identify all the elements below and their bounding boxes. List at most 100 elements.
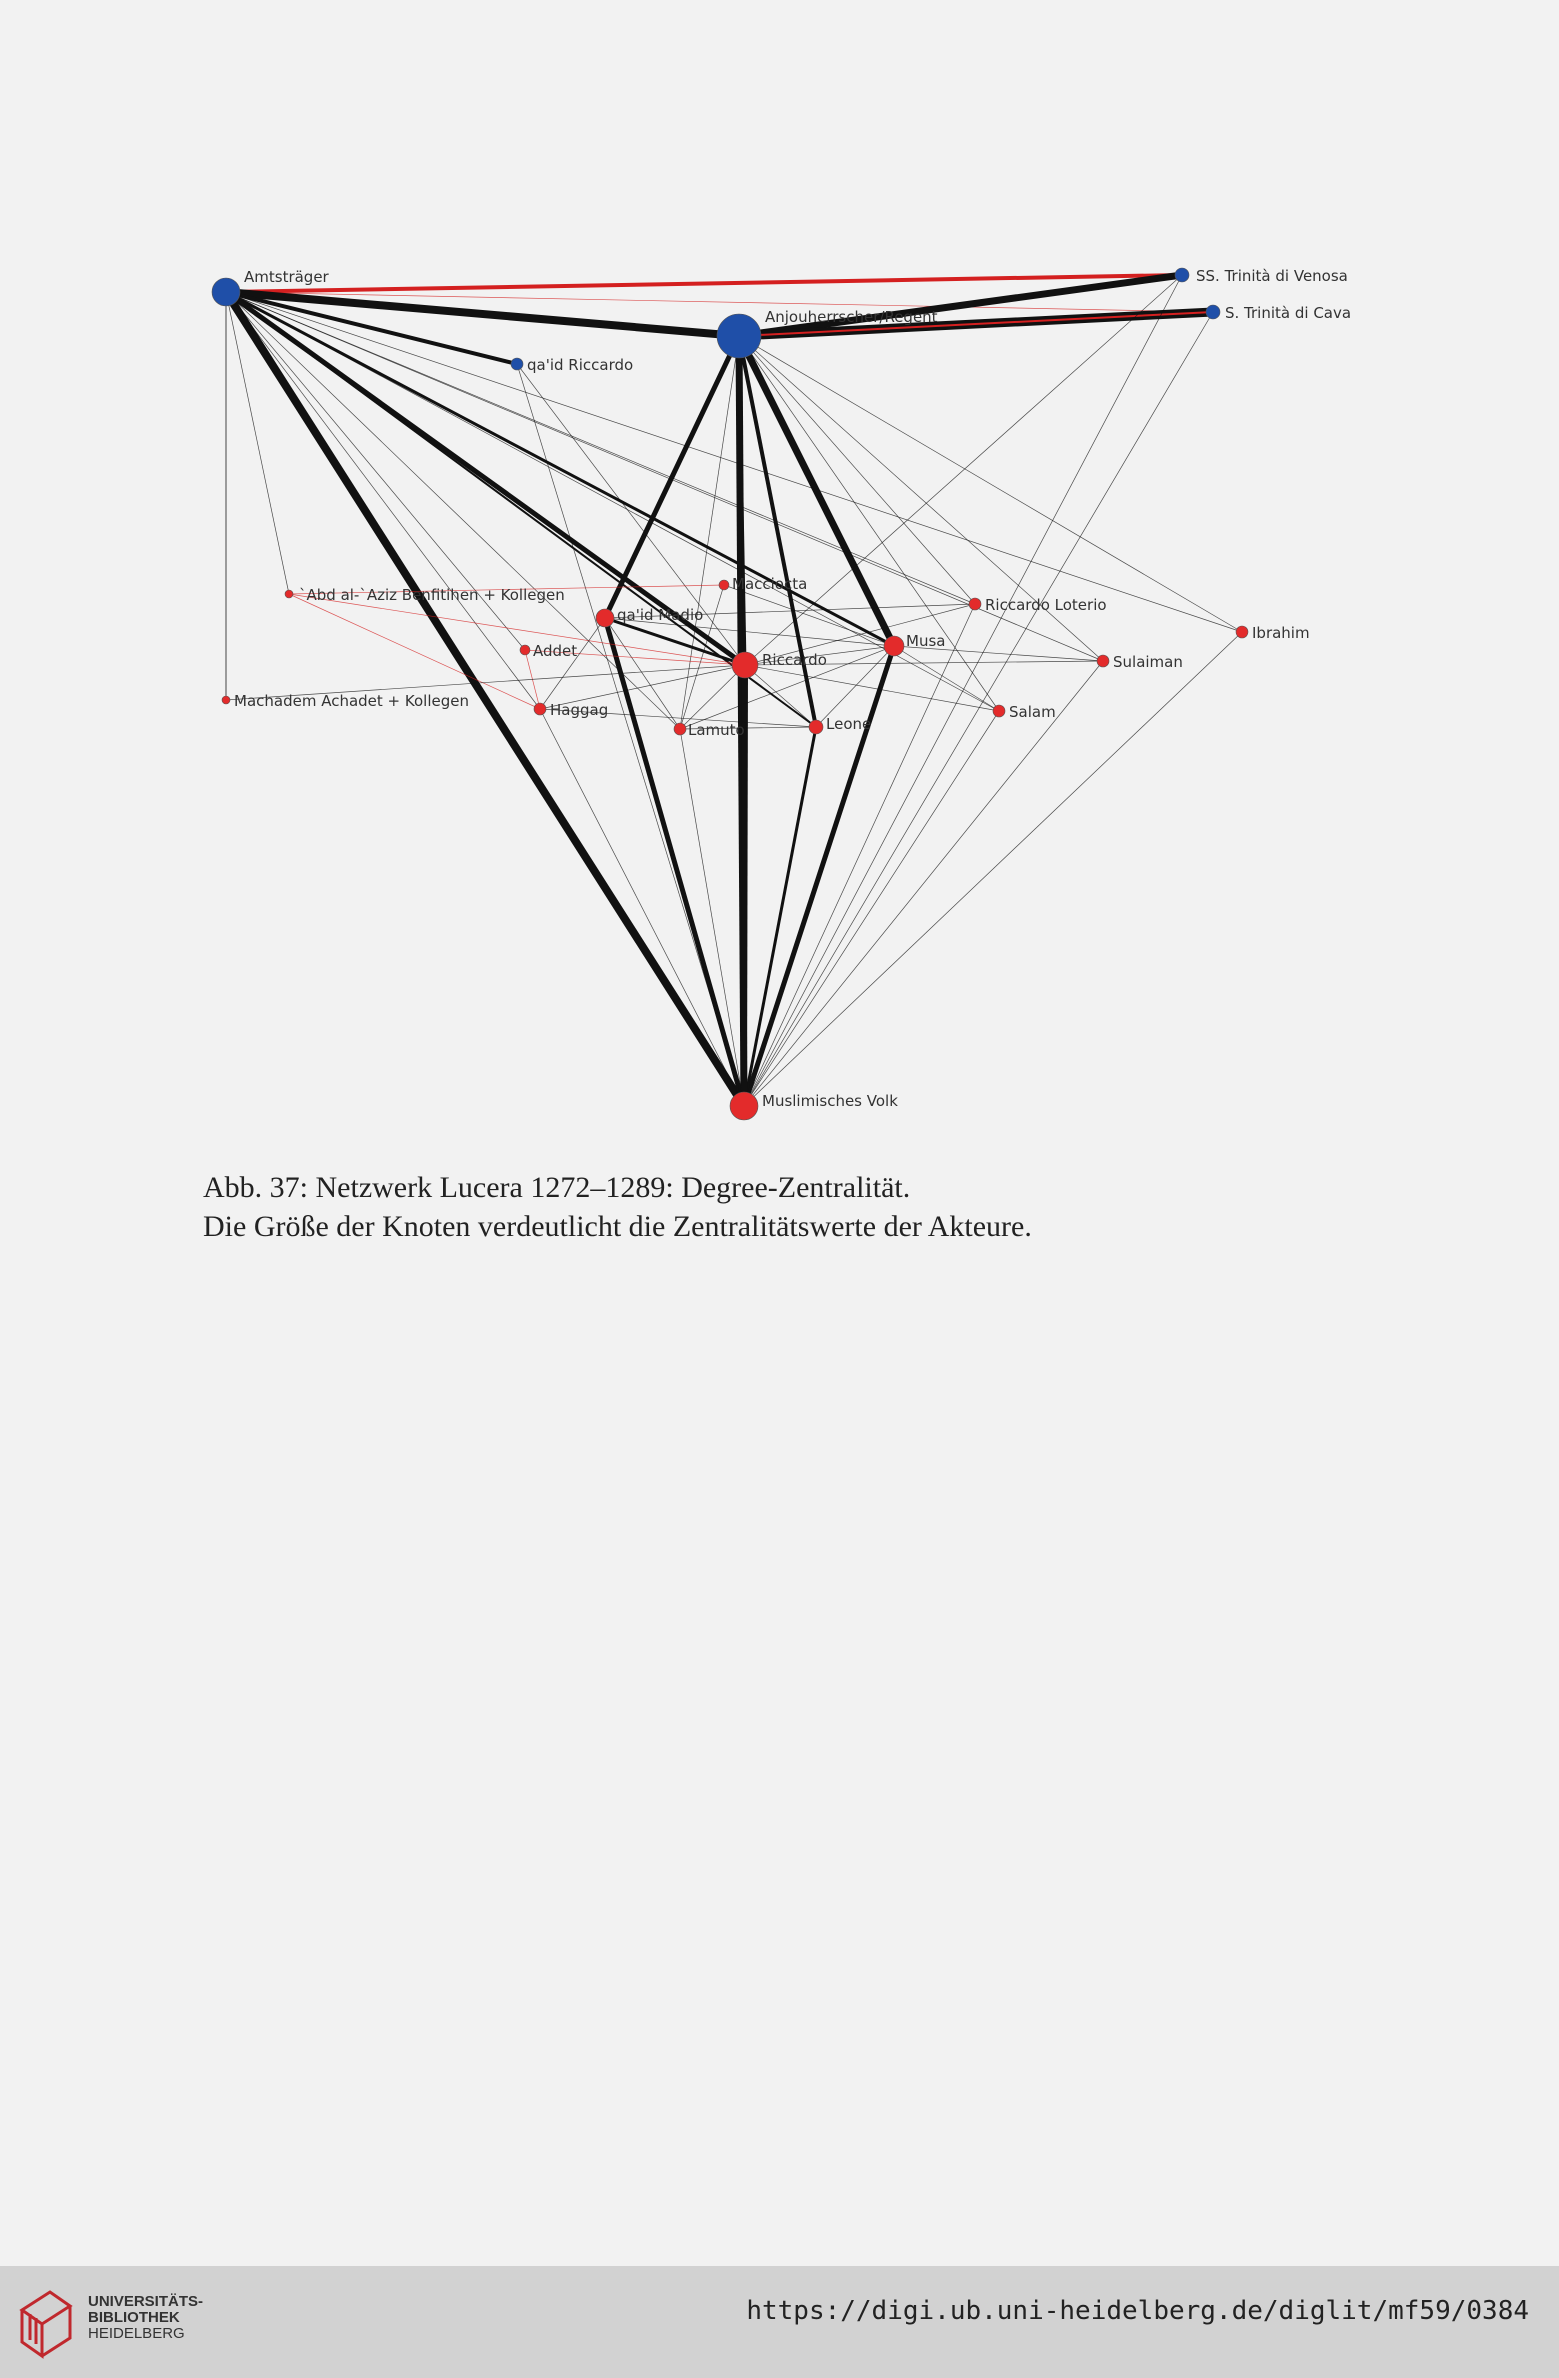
edge-qaid_riccardo-volk: [516, 363, 745, 1107]
node-salam: Salam: [992, 703, 1056, 721]
edge-amtstraeger-cava: [225, 291, 1214, 313]
edge-anjou-leone: [737, 335, 818, 728]
edge-anjou-musa: [735, 334, 898, 648]
edge-musa-leone: [815, 645, 895, 728]
node-anjou: Anjouherrscher/Regent: [716, 308, 938, 359]
node-label-ibrahim: Ibrahim: [1252, 624, 1310, 642]
node-sulaiman: Sulaiman: [1096, 653, 1183, 671]
node-marker-musa: [883, 635, 905, 657]
library-name: UNIVERSITÄTS- BIBLIOTHEK HEIDELBERG: [88, 2294, 203, 2342]
edge-qaid_madio-volk: [602, 617, 747, 1107]
caption-line-2: Die Größe der Knoten verdeutlicht die Ze…: [203, 1210, 1032, 1243]
edge-riccardo-salam: [744, 664, 1000, 712]
node-label-volk: Muslimisches Volk: [762, 1092, 898, 1110]
node-label-addet: Addet: [533, 642, 577, 660]
edge-sulaiman-volk: [743, 660, 1104, 1107]
edge-anjou-riccardo: [737, 335, 747, 666]
edges-layer: [222, 271, 1243, 1109]
node-abd: `Abd al-`Aziz Benfitihen + Kollegen: [284, 586, 565, 604]
node-marker-volk: [729, 1091, 759, 1121]
node-label-sulaiman: Sulaiman: [1113, 653, 1183, 671]
edge-haggag-volk: [539, 708, 745, 1107]
edge-amtstraeger-abd: [225, 291, 290, 595]
edge-anjou-salam: [738, 335, 1000, 712]
node-marker-ibrahim: [1235, 625, 1249, 639]
node-haggag: Haggag: [533, 701, 608, 719]
node-marker-qaid_madio: [595, 608, 615, 628]
edge-leone-volk: [742, 726, 818, 1107]
edge-amtstraeger-anjou: [225, 288, 740, 340]
node-lamuto: Lamuto: [673, 721, 745, 739]
figure-caption: Abb. 37: Netzwerk Lucera 1272–1289: Degr…: [203, 1168, 1403, 1246]
node-label-macciocta: Macciocta: [732, 575, 807, 593]
edge-musa-lamuto: [679, 645, 895, 730]
edge-musa-volk: [741, 645, 897, 1107]
edge-abd-haggag: [288, 593, 541, 710]
node-amtstraeger: Amtsträger: [211, 268, 330, 307]
edge-haggag-leone: [539, 708, 817, 728]
node-label-salam: Salam: [1009, 703, 1056, 721]
node-label-amtstraeger: Amtsträger: [244, 268, 330, 286]
edge-amtstraeger-haggag: [225, 291, 541, 710]
edge-amtstraeger-salam: [225, 291, 1000, 712]
node-ibrahim: Ibrahim: [1235, 624, 1310, 642]
node-machadem: Machadem Achadet + Kollegen: [221, 692, 469, 710]
edge-riccardo-venosa: [744, 274, 1183, 666]
edge-abd-riccardo: [288, 593, 746, 666]
edge-qaid_madio-haggag: [539, 617, 606, 710]
edge-ibrahim-volk: [743, 631, 1243, 1107]
logo-line-3: HEIDELBERG: [88, 2325, 185, 2342]
edge-qaid_madio-lamuto: [604, 617, 681, 730]
edge-qaid_madio-riccardo: [604, 616, 746, 667]
node-marker-haggag: [533, 702, 547, 716]
node-qaid_madio: qa'id Madio: [595, 606, 703, 628]
edge-amtstraeger-musa: [225, 290, 895, 648]
edge-qaid_madio-riccardo_loterio: [604, 603, 976, 619]
node-riccardo: Riccardo: [731, 651, 827, 679]
node-label-machadem: Machadem Achadet + Kollegen: [234, 692, 469, 710]
node-label-abd: `Abd al-`Aziz Benfitihen + Kollegen: [299, 586, 565, 604]
node-marker-riccardo: [731, 651, 759, 679]
node-marker-anjou: [716, 313, 762, 359]
edge-amtstraeger-volk: [222, 289, 748, 1109]
edge-addet-riccardo: [524, 649, 746, 666]
edge-anjou-venosa: [738, 271, 1183, 340]
edge-amtstraeger-ibrahim: [225, 291, 1243, 633]
edge-riccardo-riccardo_loterio: [744, 603, 976, 666]
node-label-musa: Musa: [906, 632, 945, 650]
source-url-link[interactable]: https://digi.ub.uni-heidelberg.de/diglit…: [746, 2296, 1529, 2326]
node-label-riccardo: Riccardo: [762, 651, 827, 669]
node-qaid_riccardo: qa'id Riccardo: [510, 356, 633, 374]
node-marker-macciocta: [718, 579, 730, 591]
node-marker-venosa: [1174, 267, 1190, 283]
node-marker-lamuto: [673, 722, 687, 736]
node-cava: S. Trinità di Cava: [1205, 304, 1351, 322]
node-label-qaid_madio: qa'id Madio: [617, 606, 703, 624]
edge-lamuto-volk: [679, 728, 745, 1107]
edge-anjou-lamuto: [679, 335, 740, 730]
edge-amtstraeger-venosa: [225, 273, 1183, 294]
edge-salam-volk: [743, 710, 1000, 1107]
node-addet: Addet: [519, 642, 577, 660]
node-volk: Muslimisches Volk: [729, 1091, 898, 1121]
edge-musa-salam: [893, 645, 1000, 712]
edge-riccardo-sulaiman: [744, 660, 1104, 666]
edge-macciocta-musa: [723, 584, 895, 647]
node-label-venosa: SS. Trinità di Venosa: [1196, 267, 1348, 285]
node-label-haggag: Haggag: [550, 701, 608, 719]
edge-riccardo-volk: [741, 664, 748, 1107]
edge-anjou-ibrahim: [738, 335, 1243, 633]
edge-venosa-volk: [743, 274, 1183, 1107]
node-label-leone: Leone: [826, 715, 871, 733]
edge-amtstraeger-riccardo: [224, 289, 747, 668]
node-marker-addet: [519, 644, 531, 656]
edge-anjou-qaid_madio: [602, 334, 742, 620]
node-marker-cava: [1205, 304, 1221, 320]
node-macciocta: Macciocta: [718, 575, 807, 593]
edge-amtstraeger-sulaiman: [225, 291, 1104, 662]
library-logo-icon[interactable]: [18, 2280, 218, 2364]
edge-anjou-riccardo_loterio: [738, 335, 976, 605]
node-venosa: SS. Trinità di Venosa: [1174, 267, 1348, 285]
nodes-layer: Amtsträger SS. Trinità di Venosa S. Trinit…: [211, 267, 1351, 1121]
node-label-cava: S. Trinità di Cava: [1225, 304, 1351, 322]
